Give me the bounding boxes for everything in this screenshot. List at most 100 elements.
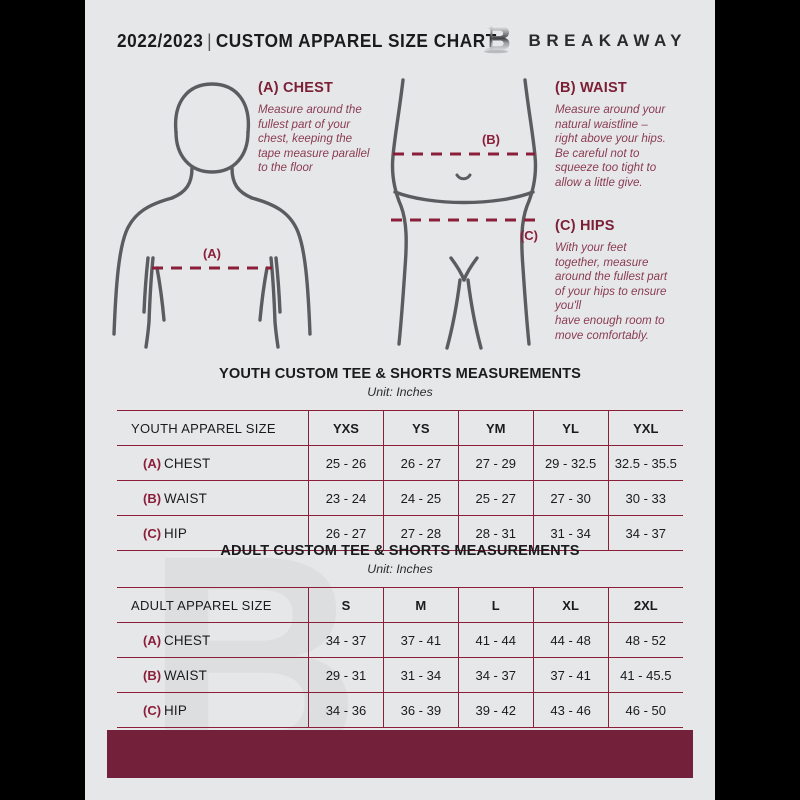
row-tag: (B) <box>143 667 162 683</box>
row-label: HIP <box>164 525 187 541</box>
measure-cell: 41 - 44 <box>457 622 534 658</box>
note-hips-title: (C) HIPS <box>555 218 615 234</box>
header-separator: | <box>207 30 213 51</box>
size-column-header: L <box>457 587 534 623</box>
measure-cell: 37 - 41 <box>532 657 609 693</box>
table-row: (C) HIP 26 - 27 27 - 28 28 - 31 31 - 34 3… <box>117 515 683 551</box>
measure-cell: 36 - 39 <box>382 692 459 728</box>
size-column-header: YS <box>382 410 459 446</box>
row-label: CHEST <box>164 632 211 648</box>
size-column-header: S <box>308 587 384 623</box>
table-row: (C) HIP 34 - 36 36 - 39 39 - 42 43 - 46 4… <box>117 692 683 728</box>
measure-cell: 34 - 37 <box>607 515 683 551</box>
row-label-cell: (C) HIP <box>117 692 309 728</box>
measurement-diagrams: (A) (B) (C) <box>85 68 715 358</box>
measure-cell: 25 - 26 <box>308 445 384 481</box>
measure-cell: 26 - 27 <box>308 515 384 551</box>
size-column-header: YXL <box>607 410 683 446</box>
youth-table-unit: Unit: Inches <box>367 385 433 399</box>
lower-body-figure: (B) (C) <box>390 78 541 350</box>
page-header: 2022/2023 | CUSTOM APPAREL SIZE CHART <box>85 0 715 68</box>
row-label: WAIST <box>164 667 207 683</box>
waist-measure-label: (B) <box>482 132 500 147</box>
page-title: CUSTOM APPAREL SIZE CHART <box>215 30 497 51</box>
note-hips-body: With your feet together, measure around … <box>555 241 668 342</box>
measure-cell: 44 - 48 <box>532 622 609 658</box>
measure-cell: 41 - 45.5 <box>607 657 683 693</box>
row-label-cell: (A) CHEST <box>117 622 309 658</box>
youth-size-table-block: YOUTH CUSTOM TEE & SHORTS MEASUREMENTS U… <box>117 366 683 551</box>
measure-cell: 27 - 30 <box>532 480 609 516</box>
adult-apparel-size-header: ADULT APPAREL SIZE <box>117 587 309 623</box>
row-tag: (A) <box>143 455 162 471</box>
measure-cell: 39 - 42 <box>457 692 534 728</box>
footer-accent-bar <box>107 730 693 778</box>
note-chest-body: Measure around the fullest part of your … <box>258 103 370 175</box>
measure-cell: 46 - 50 <box>607 692 683 728</box>
measure-cell: 26 - 27 <box>382 445 459 481</box>
size-column-header: M <box>382 587 459 623</box>
breakaway-b-logo-icon <box>479 22 513 59</box>
header-title-line: 2022/2023 | CUSTOM APPAREL SIZE CHART <box>117 30 497 52</box>
measure-cell: 29 - 31 <box>308 657 384 693</box>
measure-cell: 34 - 37 <box>457 657 534 693</box>
table-header-row: ADULT APPAREL SIZE S M L XL 2XL <box>117 587 683 623</box>
row-label: CHEST <box>164 455 211 471</box>
brand-lockup: BREAKAWAY <box>479 22 687 59</box>
youth-table-title: YOUTH CUSTOM TEE & SHORTS MEASUREMENTS <box>219 366 581 382</box>
table-header-row: YOUTH APPAREL SIZE YXS YS YM YL YXL <box>117 410 683 446</box>
row-tag: (C) <box>143 525 162 541</box>
table-row: (B) WAIST 23 - 24 24 - 25 25 - 27 27 - 30… <box>117 480 683 516</box>
row-label-cell: (A) CHEST <box>117 445 309 481</box>
brand-name: BREAKAWAY <box>528 30 687 50</box>
measure-cell: 25 - 27 <box>457 480 534 516</box>
row-tag: (A) <box>143 632 162 648</box>
measure-cell: 27 - 29 <box>457 445 534 481</box>
header-season: 2022/2023 <box>117 30 204 51</box>
measure-cell: 28 - 31 <box>457 515 534 551</box>
adult-table-title: ADULT CUSTOM TEE & SHORTS MEASUREMENTS <box>220 543 580 559</box>
measure-cell: 31 - 34 <box>532 515 609 551</box>
measure-cell: 29 - 32.5 <box>532 445 609 481</box>
youth-apparel-size-header: YOUTH APPAREL SIZE <box>117 410 309 446</box>
row-label-cell: (C) HIP <box>117 515 309 551</box>
measure-cell: 48 - 52 <box>607 622 683 658</box>
measure-cell: 24 - 25 <box>382 480 459 516</box>
table-row: (A) CHEST 25 - 26 26 - 27 27 - 29 29 - 32… <box>117 445 683 481</box>
measure-cell: 37 - 41 <box>382 622 459 658</box>
hips-measure-label: (C) <box>520 228 538 243</box>
adult-size-table: ADULT APPAREL SIZE S M L XL 2XL (A) CHEST… <box>117 587 683 728</box>
adult-table-unit: Unit: Inches <box>367 562 433 576</box>
measure-cell: 34 - 36 <box>308 692 384 728</box>
note-hips: (C) HIPS With your feet together, measur… <box>555 218 703 343</box>
chest-measure-label: (A) <box>203 246 221 261</box>
row-label-cell: (B) WAIST <box>117 657 309 693</box>
measure-cell: 32.5 - 35.5 <box>607 445 683 481</box>
size-column-header: YXS <box>308 410 384 446</box>
measure-cell: 30 - 33 <box>607 480 683 516</box>
row-tag: (C) <box>143 702 162 718</box>
size-column-header: YM <box>457 410 534 446</box>
note-waist: (B) WAIST Measure around your natural wa… <box>555 80 703 191</box>
row-label: HIP <box>164 702 187 718</box>
note-chest: (A) CHEST Measure around the fullest par… <box>258 80 410 176</box>
size-column-header: 2XL <box>607 587 683 623</box>
row-tag: (B) <box>143 490 162 506</box>
row-label-cell: (B) WAIST <box>117 480 309 516</box>
measure-cell: 31 - 34 <box>382 657 459 693</box>
upper-body-figure: (A) <box>112 82 312 349</box>
note-waist-body: Measure around your natural waistline – … <box>555 103 666 189</box>
note-chest-title: (A) CHEST <box>258 80 334 96</box>
row-label: WAIST <box>164 490 207 506</box>
size-column-header: XL <box>532 587 609 623</box>
table-row: (A) CHEST 34 - 37 37 - 41 41 - 44 44 - 48… <box>117 622 683 658</box>
measure-cell: 27 - 28 <box>382 515 459 551</box>
note-waist-title: (B) WAIST <box>555 80 627 96</box>
adult-size-table-block: ADULT CUSTOM TEE & SHORTS MEASUREMENTS U… <box>117 543 683 728</box>
table-row: (B) WAIST 29 - 31 31 - 34 34 - 37 37 - 41… <box>117 657 683 693</box>
measure-cell: 34 - 37 <box>308 622 384 658</box>
size-column-header: YL <box>532 410 609 446</box>
size-chart-page: B 2022/2023 | CUSTOM APPAREL SIZE CHART <box>85 0 715 800</box>
measure-cell: 43 - 46 <box>532 692 609 728</box>
youth-size-table: YOUTH APPAREL SIZE YXS YS YM YL YXL (A) C… <box>117 410 683 551</box>
